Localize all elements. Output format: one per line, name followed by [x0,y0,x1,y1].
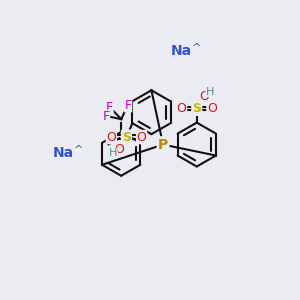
Text: P: P [158,138,168,152]
Text: O: O [177,102,187,115]
Text: S: S [122,130,131,144]
Text: ^: ^ [192,43,202,53]
Text: O: O [115,142,124,156]
Text: ^: ^ [74,145,83,155]
Text: Na: Na [171,44,192,58]
Text: H: H [206,87,214,97]
Text: F: F [124,99,132,112]
Text: Na: Na [52,146,74,160]
Text: O: O [199,90,209,103]
Text: F: F [103,110,110,123]
Text: O: O [137,130,146,144]
Text: H: H [109,148,117,158]
Text: S: S [192,102,201,115]
Text: F: F [106,100,113,114]
Text: O: O [106,130,116,144]
Text: O: O [207,102,217,115]
